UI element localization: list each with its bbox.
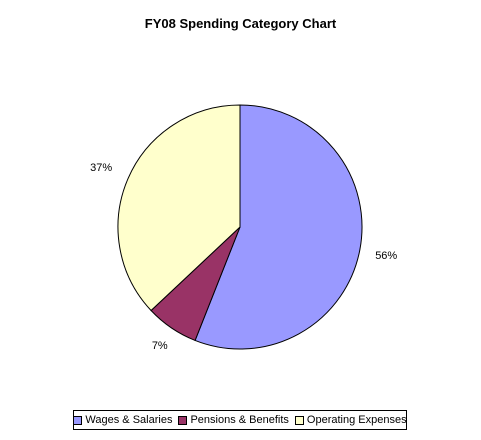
chart-legend: Wages & Salaries Pensions & Benefits Ope… <box>73 410 407 430</box>
legend-item-operating: Operating Expenses <box>294 414 407 426</box>
legend-item-wages: Wages & Salaries <box>73 414 172 426</box>
pie-slice-wages <box>194 104 363 350</box>
pie-label-wages: 56% <box>375 250 397 262</box>
legend-label-pensions: Pensions & Benefits <box>190 414 289 426</box>
pie-label-pensions: 7% <box>152 340 168 352</box>
legend-swatch-wages <box>73 415 83 425</box>
legend-swatch-operating <box>294 415 304 425</box>
pie-label-operating: 37% <box>90 162 112 174</box>
legend-swatch-pensions <box>178 415 188 425</box>
legend-label-operating: Operating Expenses <box>306 414 407 426</box>
legend-label-wages: Wages & Salaries <box>85 414 173 426</box>
pie-slice-operating <box>117 104 241 312</box>
chart-title: FY08 Spending Category Chart <box>144 16 337 31</box>
legend-item-pensions: Pensions & Benefits <box>178 414 289 426</box>
